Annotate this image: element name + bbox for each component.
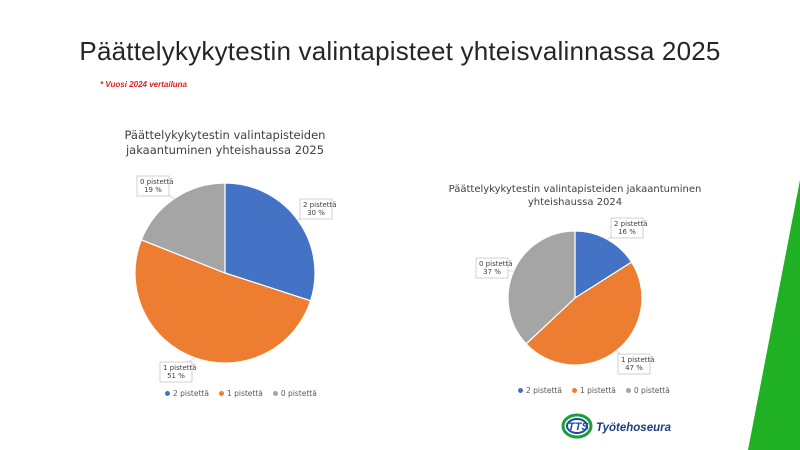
data-label-category: 0 pistettä (479, 260, 513, 268)
legend-label: 2 pistettä (173, 389, 209, 398)
data-label-category: 2 pistettä (614, 220, 648, 228)
chart-2024-title-line-1: Päättelykykytestin valintapisteiden jaka… (448, 184, 702, 195)
comparison-note: * Vuosi 2024 vertailuna (100, 80, 188, 89)
data-label-category: 1 pistettä (163, 364, 197, 372)
legend-item: 2 pistettä (165, 389, 209, 398)
legend-label: 1 pistettä (226, 389, 263, 398)
data-label-box (136, 175, 170, 197)
chart-2024-title: Päättelykykytestin valintapisteiden jaka… (440, 183, 710, 209)
data-label-value: 47 % (625, 364, 643, 372)
legend-item: 2 pistettä (518, 386, 562, 395)
chart-2025-legend: 2 pistettä 1 pistettä 0 pistettä (165, 389, 317, 398)
pie-2025-slice-1 (134, 239, 312, 364)
legend-label: 0 pistettä (280, 389, 317, 398)
data-label-category: 0 pistettä (140, 178, 174, 186)
data-label-value: 37 % (483, 268, 501, 276)
legend-item: 0 pistettä (625, 386, 670, 395)
data-label-box (617, 353, 651, 375)
legend-label: 2 pistettä (526, 386, 562, 395)
slide-title: Päättelykykytestin valintapisteet yhteis… (79, 36, 721, 66)
data-label-value: 16 % (618, 228, 636, 236)
data-label-box (475, 257, 509, 279)
pie-2024-slice-2 (507, 230, 576, 345)
legend-swatch (518, 388, 523, 393)
data-label-box (299, 198, 333, 220)
tts-logo: TTS Työtehoseura (561, 413, 672, 439)
data-label-box (159, 361, 193, 383)
legend-swatch (218, 391, 224, 396)
chart-2025-title: Päättelykykytestin valintapisteiden jaka… (80, 128, 370, 158)
legend-label: 0 pistettä (633, 386, 670, 395)
legend-swatch (165, 391, 170, 396)
data-label-category: 1 pistettä (621, 356, 655, 364)
legend-item: 0 pistettä (272, 389, 317, 398)
chart-2025-title-line-2: jakaantuminen yhteishaussa 2025 (125, 143, 325, 157)
data-label-value: 51 % (167, 372, 185, 380)
data-label-box (610, 217, 644, 239)
legend-label: 1 pistettä (579, 386, 616, 395)
legend-swatch (571, 388, 577, 393)
legend-swatch (272, 391, 278, 396)
legend-swatch (625, 388, 631, 393)
chart-2025-title-line-1: Päättelykykytestin valintapisteiden (124, 128, 326, 142)
chart-2024-title-line-2: yhteishaussa 2024 (527, 197, 623, 208)
legend-item: 1 pistettä (218, 389, 263, 398)
data-label-value: 30 % (307, 209, 325, 217)
logo-mark: TTS (568, 421, 589, 433)
logo-text: Työtehoseura (596, 422, 672, 434)
legend-item: 1 pistettä (571, 386, 616, 395)
chart-2024-legend: 2 pistettä 1 pistettä 0 pistettä (518, 386, 670, 395)
data-label-value: 19 % (144, 186, 162, 194)
data-label-category: 2 pistettä (303, 201, 337, 209)
